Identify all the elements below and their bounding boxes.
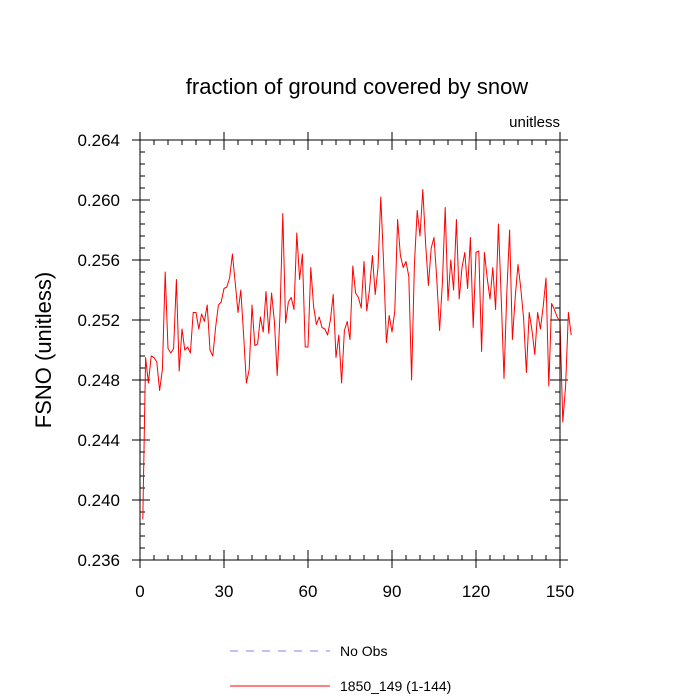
minor-ticks	[139, 139, 561, 561]
y-axis-label: FSNO (unitless)	[31, 272, 56, 428]
legend-label-1850-149: 1850_149 (1-144)	[340, 678, 451, 694]
y-tick-label: 0.260	[77, 191, 120, 210]
y-tick-label: 0.256	[77, 251, 120, 270]
legend-label-no-obs: No Obs	[340, 643, 387, 659]
x-tick-label: 0	[135, 582, 144, 601]
plot-frame	[139, 139, 561, 561]
y-tick-label: 0.240	[77, 491, 120, 510]
y-tick-label: 0.264	[77, 131, 120, 150]
y-tick-label: 0.244	[77, 431, 120, 450]
x-tick-label: 60	[299, 582, 318, 601]
y-tick-labels: 0.236 0.240 0.244 0.248 0.252 0.256 0.260 0.264	[77, 131, 120, 570]
x-tick-label: 120	[462, 582, 490, 601]
x-tick-label: 30	[215, 582, 234, 601]
x-tick-labels: 0 30 60 90 120 150	[135, 582, 574, 601]
units-label: unitless	[509, 114, 560, 131]
chart-title: fraction of ground covered by snow	[186, 74, 529, 99]
series-line	[142, 189, 572, 520]
x-tick-label: 90	[383, 582, 402, 601]
legend: No Obs 1850_149 (1-144)	[230, 643, 451, 694]
y-tick-label: 0.252	[77, 311, 120, 330]
y-tick-label: 0.236	[77, 551, 120, 570]
series-layer	[142, 189, 572, 520]
x-tick-label: 150	[546, 582, 574, 601]
y-tick-label: 0.248	[77, 371, 120, 390]
